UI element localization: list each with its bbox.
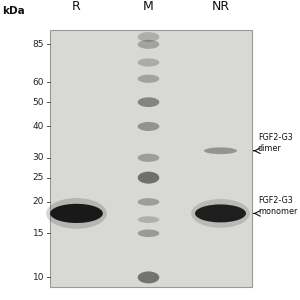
Ellipse shape: [138, 122, 159, 131]
Ellipse shape: [46, 198, 107, 229]
Text: R: R: [72, 1, 81, 13]
Ellipse shape: [204, 147, 237, 154]
Text: 30: 30: [33, 153, 44, 162]
Text: 20: 20: [33, 197, 44, 206]
Text: FGF2-G3
dimer: FGF2-G3 dimer: [258, 133, 293, 153]
Text: 40: 40: [33, 122, 44, 131]
Ellipse shape: [138, 40, 159, 49]
Text: 10: 10: [33, 273, 44, 282]
Ellipse shape: [138, 97, 159, 107]
Ellipse shape: [138, 198, 159, 206]
Ellipse shape: [138, 154, 159, 162]
Bar: [50, 30, 252, 286]
Ellipse shape: [195, 204, 246, 222]
Text: 15: 15: [33, 229, 44, 238]
Text: FGF2-G3
monomer: FGF2-G3 monomer: [258, 196, 297, 216]
Text: M: M: [143, 1, 154, 13]
Text: 50: 50: [33, 98, 44, 107]
Ellipse shape: [138, 216, 159, 223]
Ellipse shape: [138, 58, 159, 67]
Ellipse shape: [138, 272, 159, 284]
Ellipse shape: [191, 199, 250, 228]
Text: NR: NR: [212, 1, 230, 13]
Text: kDa: kDa: [2, 6, 25, 16]
Ellipse shape: [138, 230, 159, 237]
Text: 85: 85: [33, 40, 44, 49]
Ellipse shape: [50, 204, 103, 223]
Text: 25: 25: [33, 173, 44, 182]
Ellipse shape: [138, 172, 159, 184]
Text: 60: 60: [33, 78, 44, 87]
Ellipse shape: [138, 75, 159, 83]
Ellipse shape: [138, 32, 159, 42]
